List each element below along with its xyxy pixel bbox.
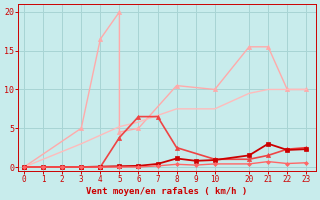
X-axis label: Vent moyen/en rafales ( km/h ): Vent moyen/en rafales ( km/h )	[86, 187, 248, 196]
